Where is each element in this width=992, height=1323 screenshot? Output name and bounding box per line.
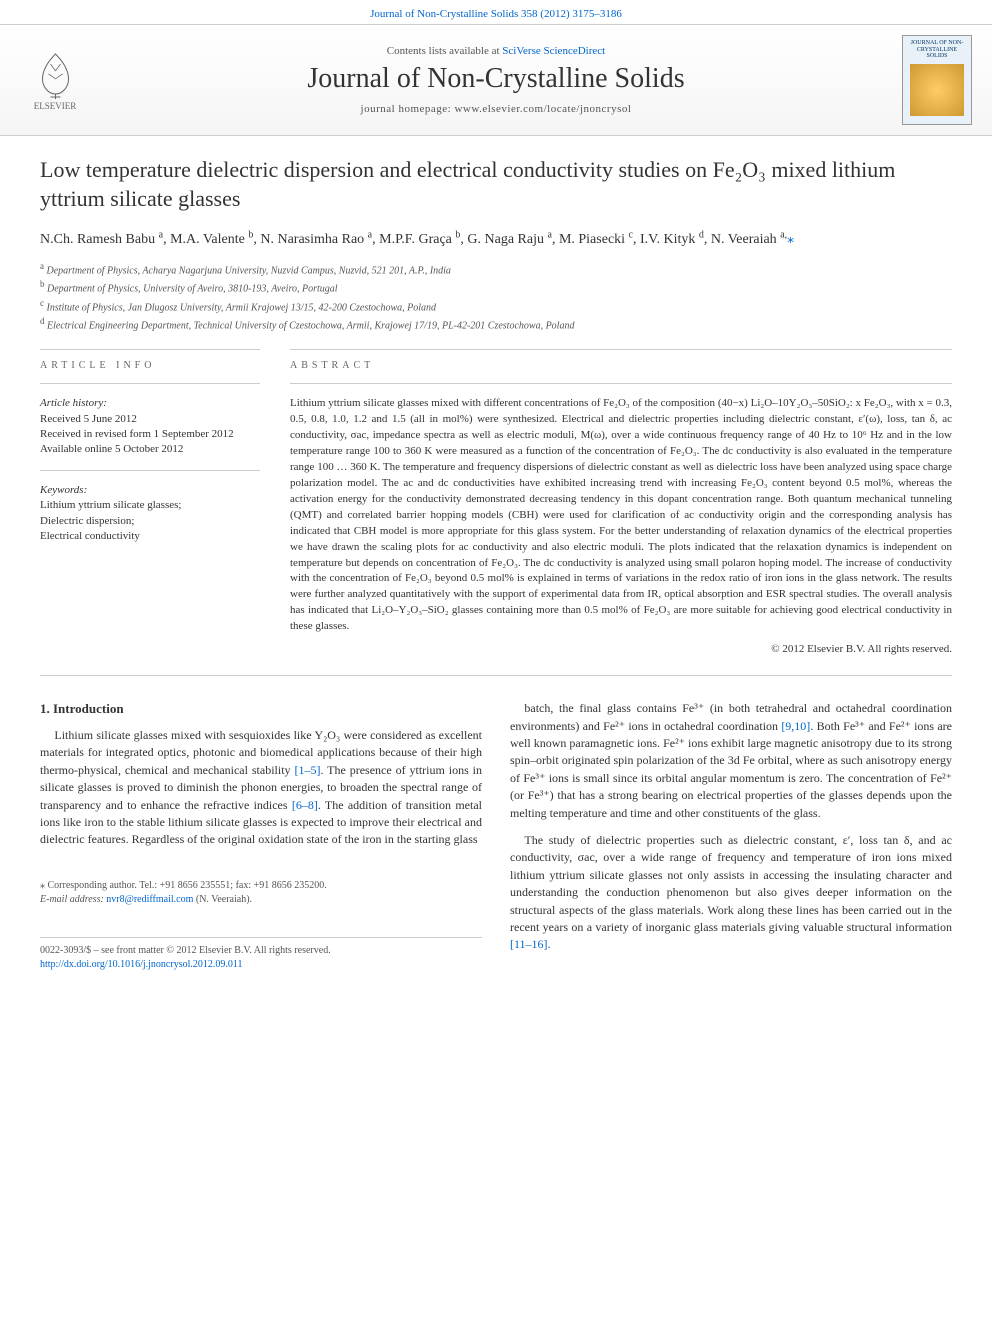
- history-line: Received 5 June 2012: [40, 412, 260, 427]
- body-col-left: 1. Introduction Lithium silicate glasses…: [40, 700, 482, 972]
- footer-block: 0022-3093/$ – see front matter © 2012 El…: [40, 937, 482, 972]
- article-body: Low temperature dielectric dispersion an…: [0, 136, 992, 992]
- top-issue: 358 (2012) 3175–3186: [521, 8, 622, 20]
- top-citation-link[interactable]: Journal of Non-Crystalline Solids 358 (2…: [370, 8, 622, 20]
- corr-email-link[interactable]: nvr8@rediffmail.com: [106, 894, 193, 905]
- intro-heading: 1. Introduction: [40, 700, 482, 719]
- keywords-head: Keywords:: [40, 483, 260, 498]
- abstract-copyright: © 2012 Elsevier B.V. All rights reserved…: [290, 643, 952, 655]
- body-columns: 1. Introduction Lithium silicate glasses…: [40, 700, 952, 972]
- publisher-logo: ELSEVIER: [20, 45, 90, 115]
- ref-link[interactable]: [9,10]: [781, 719, 810, 733]
- top-journal: Journal of Non-Crystalline Solids: [370, 8, 518, 20]
- keyword: Lithium yttrium silicate glasses;: [40, 498, 260, 513]
- journal-cover-thumb: JOURNAL OF NON-CRYSTALLINE SOLIDS: [902, 35, 972, 125]
- cover-image-placeholder: [910, 64, 964, 116]
- cover-title: JOURNAL OF NON-CRYSTALLINE SOLIDS: [907, 40, 967, 60]
- corr-suffix: (N. Veeraiah).: [193, 894, 252, 905]
- intro-para-3: The study of dielectric properties such …: [510, 832, 952, 954]
- keyword: Electrical conductivity: [40, 529, 260, 544]
- abstract-divider: [290, 383, 952, 384]
- contents-available: Contents lists available at SciVerse Sci…: [90, 45, 902, 57]
- doi-link[interactable]: http://dx.doi.org/10.1016/j.jnoncrysol.2…: [40, 959, 243, 970]
- corresponding-mark: ⁎: [787, 232, 794, 247]
- intro-para-2: batch, the final glass contains Fe³⁺ (in…: [510, 700, 952, 822]
- elsevier-tree-icon: [28, 49, 83, 99]
- article-info-col: ARTICLE INFO Article history: Received 5…: [40, 349, 260, 655]
- keywords-block: Keywords: Lithium yttrium silicate glass…: [40, 483, 260, 545]
- affiliations: a Department of Physics, Acharya Nagarju…: [40, 260, 952, 333]
- info-abstract-row: ARTICLE INFO Article history: Received 5…: [40, 349, 952, 655]
- article-info-label: ARTICLE INFO: [40, 360, 260, 371]
- body-col-right: batch, the final glass contains Fe³⁺ (in…: [510, 700, 952, 972]
- abstract-label: ABSTRACT: [290, 360, 952, 371]
- abstract-col: ABSTRACT Lithium yttrium silicate glasse…: [290, 349, 952, 655]
- journal-title: Journal of Non-Crystalline Solids: [90, 63, 902, 95]
- corr-star: ⁎: [40, 880, 45, 891]
- publisher-name: ELSEVIER: [34, 101, 77, 111]
- history-line: Received in revised form 1 September 201…: [40, 427, 260, 442]
- scidirect-link[interactable]: SciVerse ScienceDirect: [502, 45, 605, 57]
- info-divider-2: [40, 470, 260, 471]
- ref-link[interactable]: [6–8]: [292, 798, 318, 812]
- header-center: Contents lists available at SciVerse Sci…: [90, 45, 902, 115]
- history-line: Available online 5 October 2012: [40, 442, 260, 457]
- ref-link[interactable]: [11–16]: [510, 937, 548, 951]
- authors-line: N.Ch. Ramesh Babu a, M.A. Valente b, N. …: [40, 227, 952, 250]
- authors-names: N.Ch. Ramesh Babu a, M.A. Valente b, N. …: [40, 232, 787, 247]
- email-label: E-mail address:: [40, 894, 106, 905]
- journal-homepage: journal homepage: www.elsevier.com/locat…: [90, 103, 902, 115]
- keyword: Dielectric dispersion;: [40, 514, 260, 529]
- history-head: Article history:: [40, 396, 260, 411]
- journal-header: ELSEVIER Contents lists available at Sci…: [0, 24, 992, 136]
- body-divider: [40, 675, 952, 676]
- article-title: Low temperature dielectric dispersion an…: [40, 156, 952, 213]
- abstract-text: Lithium yttrium silicate glasses mixed w…: [290, 396, 952, 635]
- issn-line: 0022-3093/$ – see front matter © 2012 El…: [40, 944, 482, 958]
- corresponding-footnote: ⁎ Corresponding author. Tel.: +91 8656 2…: [40, 879, 482, 907]
- corr-line1: Corresponding author. Tel.: +91 8656 235…: [48, 880, 327, 891]
- info-divider-1: [40, 383, 260, 384]
- top-citation: Journal of Non-Crystalline Solids 358 (2…: [0, 0, 992, 24]
- article-history: Article history: Received 5 June 2012 Re…: [40, 396, 260, 458]
- intro-para-1: Lithium silicate glasses mixed with sesq…: [40, 727, 482, 849]
- ref-link[interactable]: [1–5]: [294, 763, 320, 777]
